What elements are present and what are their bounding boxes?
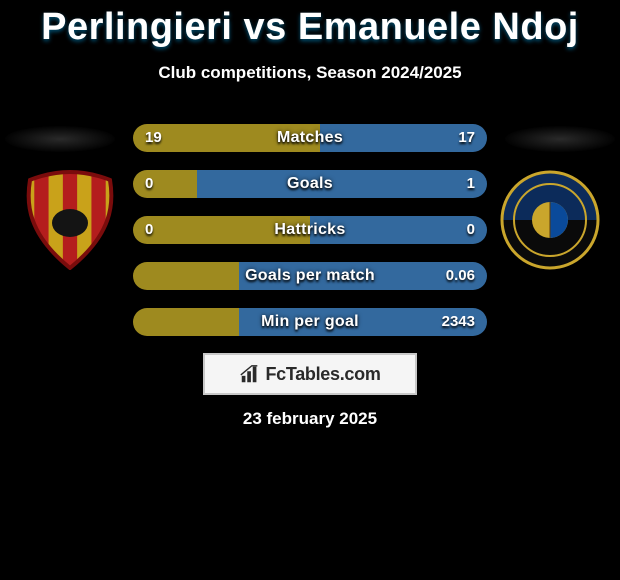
bar-label: Matches (133, 124, 487, 152)
bar-row: 2343Min per goal (133, 308, 487, 336)
page-title: Perlingieri vs Emanuele Ndoj (0, 0, 620, 49)
snapshot-date: 23 february 2025 (0, 409, 620, 429)
bar-label: Hattricks (133, 216, 487, 244)
bar-label: Goals (133, 170, 487, 198)
bar-row: 01Goals (133, 170, 487, 198)
shadow-right (505, 126, 615, 152)
team-crest-left (20, 170, 120, 270)
team-crest-right (500, 170, 600, 270)
bar-label: Min per goal (133, 308, 487, 336)
bar-row: 00Hattricks (133, 216, 487, 244)
shadow-left (5, 126, 115, 152)
bar-label: Goals per match (133, 262, 487, 290)
bar-row: 0.06Goals per match (133, 262, 487, 290)
bar-chart-icon (239, 363, 261, 385)
logo-text: FcTables.com (265, 364, 380, 385)
comparison-bars: 1917Matches 01Goals 00Hattricks 0.06Goals p… (133, 124, 487, 354)
fctables-logo: FcTables.com (203, 353, 417, 395)
bar-row: 1917Matches (133, 124, 487, 152)
subtitle: Club competitions, Season 2024/2025 (0, 63, 620, 83)
